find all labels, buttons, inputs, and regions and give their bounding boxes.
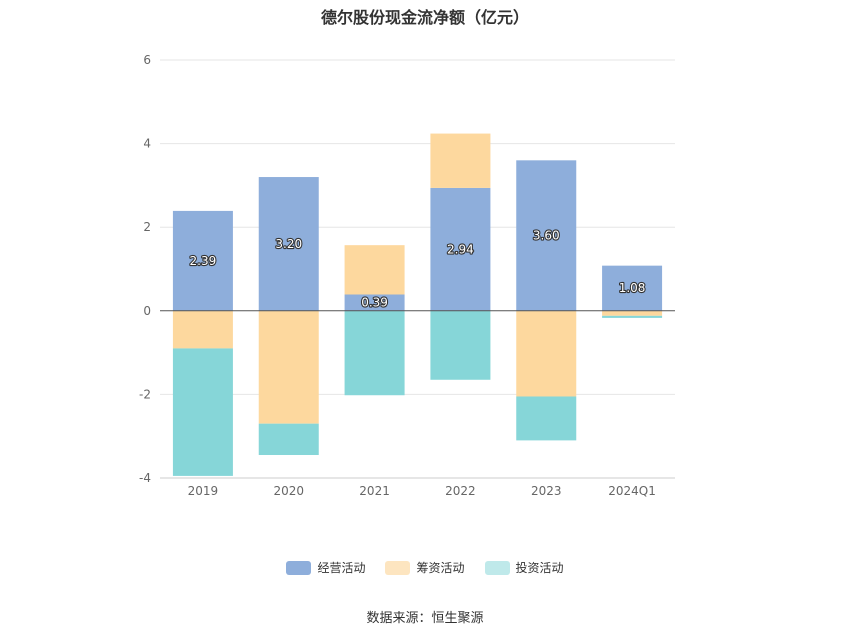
legend-swatch [385,560,411,575]
data-label: 1.08 [619,281,646,295]
bar-经营活动 [602,265,663,311]
legend-swatch [286,560,312,575]
source-note: 数据来源：恒生聚源 [366,611,484,626]
bar-筹资活动 [516,310,577,397]
legend-item-operating[interactable]: 经营活动 [286,559,365,576]
bar-投资活动 [430,310,491,380]
data-label: 2.39 [190,254,217,268]
x-tick-label: 2024Q1 [608,484,656,498]
x-tick-label: 2019 [188,484,219,498]
bar-投资活动 [258,423,319,456]
x-tick-label: 2022 [445,484,476,498]
y-tick-label: -4 [139,471,151,485]
bar-经营活动 [258,177,319,311]
labels-layer: 6 4 2 0 -2 -4 2019 2.39 2020 3.20 2021 0.39 2022 2.94… [139,53,656,498]
legend-item-investing[interactable]: 投资活动 [484,559,564,576]
y-tick-label: 2 [143,220,151,234]
legend-item-financing[interactable]: 筹资活动 [385,559,465,576]
axis-layer [160,310,675,479]
legend-swatch [484,560,510,575]
bar-经营活动 [516,160,577,311]
bar-经营活动 [344,294,405,311]
bar-经营活动 [172,210,233,311]
data-label: 0.39 [361,296,388,310]
y-tick-label: 4 [143,137,151,151]
bar-筹资活动 [172,310,233,349]
bar-投资活动 [516,396,577,441]
bar-筹资活动 [602,310,663,316]
bar-投资活动 [172,348,233,476]
y-tick-label: -2 [139,387,151,401]
bar-筹资活动 [430,133,491,188]
legend-label: 筹资活动 [416,561,465,575]
legend-label: 投资活动 [515,561,564,575]
bars-layer [172,133,663,476]
bar-筹资活动 [258,310,319,424]
data-label: 2.94 [447,242,474,256]
bar-投资活动 [602,315,663,318]
y-tick-label: 0 [143,304,151,318]
data-label: 3.60 [533,229,560,243]
bar-筹资活动 [344,245,405,295]
x-tick-label: 2023 [531,484,562,498]
legend-label: 经营活动 [317,561,366,575]
bar-经营活动 [430,187,491,311]
legend: 经营活动 筹资活动 投资活动 [0,559,850,576]
x-tick-label: 2020 [273,484,304,498]
x-tick-label: 2021 [359,484,390,498]
chart-title: 德尔股份现金流净额（亿元） [320,8,529,27]
y-tick-label: 6 [143,53,151,67]
bar-投资活动 [344,310,405,396]
data-label: 3.20 [275,237,302,251]
grid-layer [160,59,675,479]
